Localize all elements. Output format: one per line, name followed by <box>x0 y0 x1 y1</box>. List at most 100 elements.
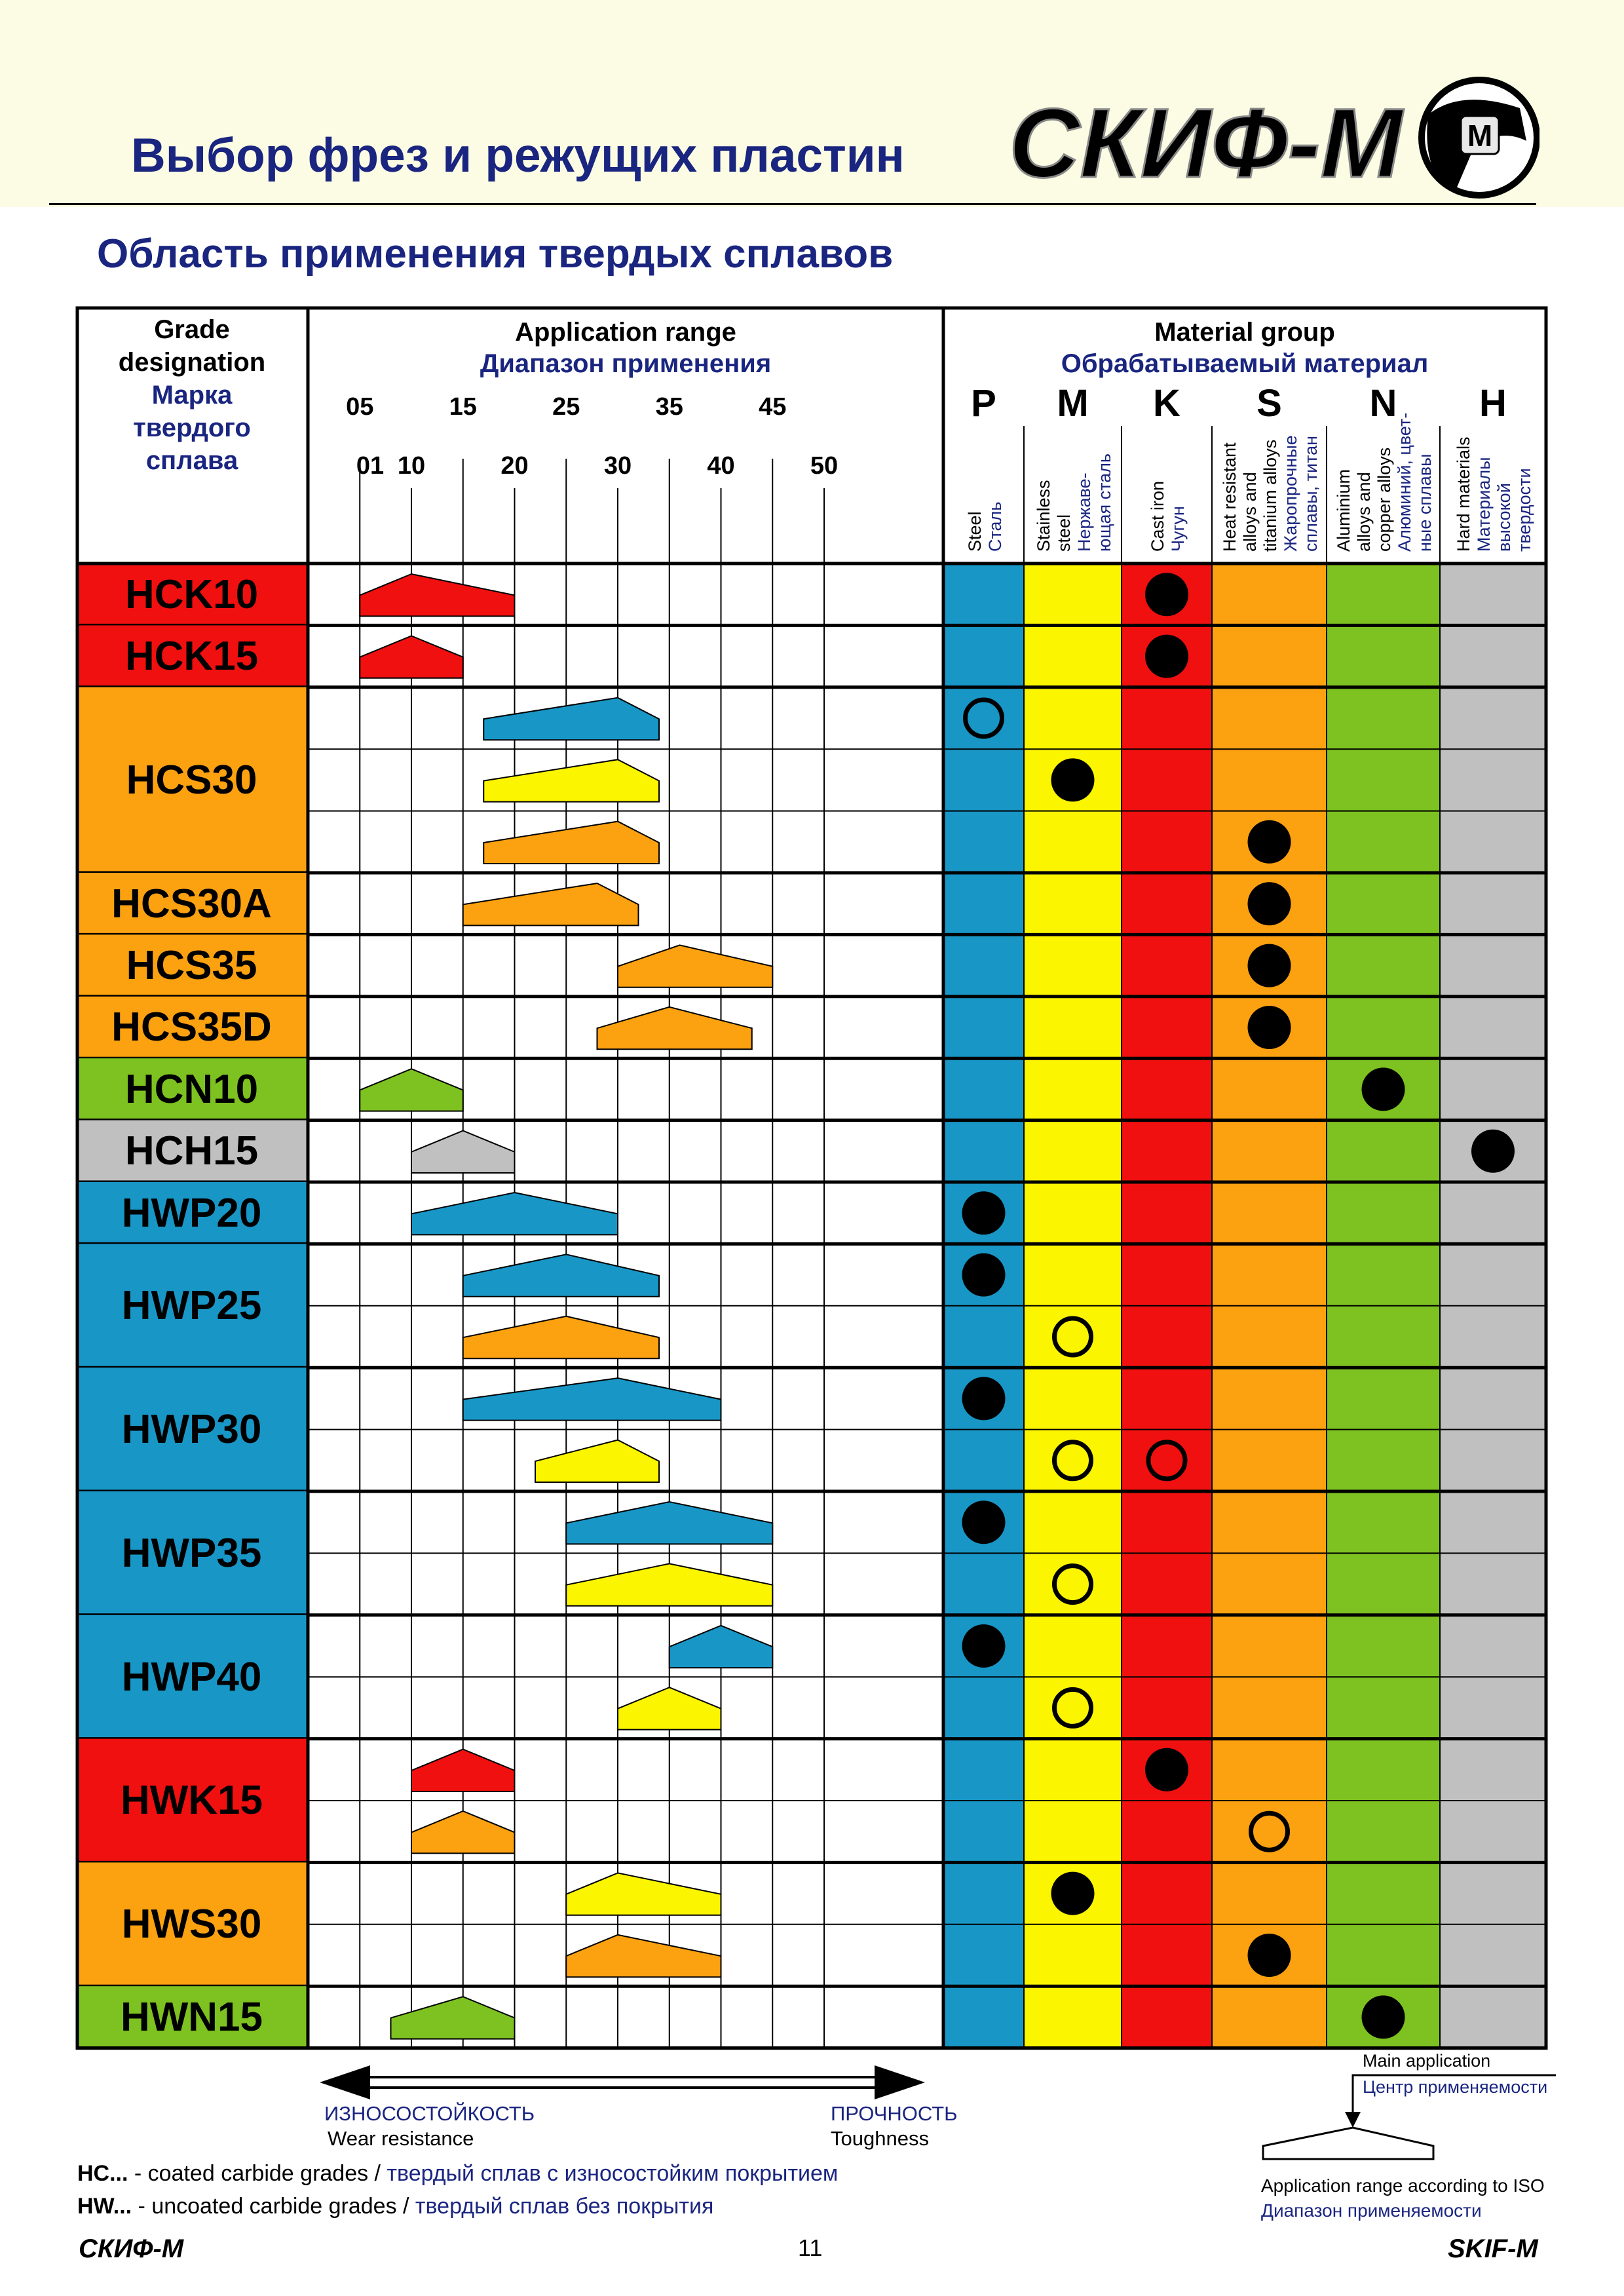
main-application-dot <box>1145 573 1188 617</box>
application-range-bar <box>617 1687 722 1731</box>
hc-en: - coated carbide grades / <box>128 2161 381 2186</box>
grade-label-hck15: HCK15 <box>79 625 305 687</box>
grade-header-ru2: твердого <box>133 413 251 442</box>
material-desc-m: Stainless steel Нержаве-ющая сталь <box>1034 453 1115 552</box>
hw-note: HW... - uncoated carbide grades / тверды… <box>77 2194 713 2219</box>
grade-cell-hcs30a <box>77 873 308 935</box>
iso-tick-top: 05 <box>346 393 374 421</box>
application-range-bar <box>483 820 660 864</box>
app-header-ru: Диапазон применения <box>480 349 772 378</box>
grade-cell-hwk15 <box>77 1738 308 1863</box>
range-iso-ru: Диапазон применяемости <box>1261 2200 1482 2221</box>
application-range-bar <box>390 1996 516 2040</box>
material-desc-line: Steel <box>964 511 985 552</box>
legend-diagram <box>1262 2074 1556 2160</box>
grade-cell-hwp40 <box>77 1615 308 1739</box>
grade-cell-hck10 <box>77 564 308 626</box>
material-desc-line: Aluminium <box>1334 469 1353 552</box>
grade-name: HCS30A <box>111 881 272 927</box>
application-range-bar <box>411 1130 516 1174</box>
material-letter-m: M <box>1057 382 1089 425</box>
grade-label-hcs30: HCS30 <box>79 687 305 873</box>
main-application-dot <box>1247 1006 1291 1049</box>
grade-name: HCK10 <box>124 571 259 617</box>
mat-header-ru: Обрабатываемый материал <box>1061 349 1429 378</box>
grade-label-hch15: HCH15 <box>79 1120 305 1182</box>
wear-resistance-ru: ИЗНОСОСТОЙКОСТЬ <box>324 2102 535 2125</box>
material-desc-p: Steel Сталь <box>965 502 1006 552</box>
main-application-dot <box>1471 1129 1515 1173</box>
table-frame <box>75 306 1548 2050</box>
material-desc-line: Stainless <box>1033 480 1053 552</box>
application-range-bar <box>565 1934 722 1978</box>
application-range-bar <box>483 759 660 803</box>
application-range-bar <box>565 1501 774 1545</box>
material-desc-line: Сталь <box>985 501 1005 552</box>
application-range-bar <box>668 1624 774 1669</box>
main-application-dot <box>1051 1871 1095 1915</box>
material-desc-line: Чугун <box>1168 506 1188 552</box>
grade-name: HCS35D <box>111 1004 272 1050</box>
iso-tick-top: 25 <box>552 393 580 421</box>
grade-name: HCN10 <box>124 1066 259 1112</box>
logo-text: СКИФ-М <box>1009 88 1404 198</box>
iso-tick-bottom: 01 <box>356 452 385 480</box>
grade-label-hwn15: HWN15 <box>79 1986 305 2048</box>
grade-cell-hcs30 <box>77 687 308 873</box>
application-range-bar <box>462 1377 722 1421</box>
material-desc-line: alloys and <box>1354 472 1374 552</box>
application-range-bar <box>359 635 464 679</box>
main-application-dot <box>1361 1995 1405 2039</box>
main-application-en: Main application <box>1363 2051 1491 2071</box>
grade-header-ru1: Марка <box>151 381 233 410</box>
application-range-bar <box>596 1006 753 1050</box>
iso-tick-bottom: 10 <box>397 452 426 480</box>
grade-label-hwp30: HWP30 <box>79 1368 305 1491</box>
grade-name: HWN15 <box>120 1994 263 2040</box>
grade-cell-hwp25 <box>77 1244 308 1368</box>
main-application-dot <box>1145 1748 1188 1791</box>
grade-label-hcs35: HCS35 <box>79 934 305 996</box>
material-desc-line: Hard materials <box>1454 436 1473 552</box>
grade-label-hws30: HWS30 <box>79 1862 305 1986</box>
material-desc-line: Материалы <box>1474 457 1494 552</box>
application-range-bar <box>359 573 516 617</box>
material-group-header: Material group Обрабатываемый материал <box>943 316 1546 379</box>
main-application-dot <box>1247 820 1291 864</box>
grade-label-hcn10: HCN10 <box>79 1058 305 1120</box>
grade-name: HWS30 <box>121 1902 262 1947</box>
hw-ru: твердый сплав без покрытия <box>409 2194 714 2219</box>
main-application-dot <box>1247 882 1291 926</box>
footer-right: SKIF-M <box>1448 2234 1538 2263</box>
grade-name: HCH15 <box>124 1128 259 1174</box>
grade-cell-hwp20 <box>77 1182 308 1244</box>
iso-tick-top: 15 <box>449 393 477 421</box>
iso-tick-bottom: 20 <box>500 452 529 480</box>
grade-cell-hws30 <box>77 1862 308 1987</box>
grade-cell-hwn15 <box>77 1986 308 2048</box>
grade-label-hcs35d: HCS35D <box>79 997 305 1058</box>
material-desc-line: copper alloys <box>1374 447 1394 552</box>
grade-label-hwp25: HWP25 <box>79 1244 305 1368</box>
material-desc-line: Cast iron <box>1148 480 1167 552</box>
grade-name: HWP30 <box>121 1407 262 1453</box>
main-application-dot <box>962 1377 1006 1421</box>
material-desc-line: ющая сталь <box>1094 453 1114 552</box>
grade-label-hcs30a: HCS30A <box>79 873 305 934</box>
material-desc-s: Heat resistant alloys and titanium alloys Ж… <box>1220 435 1321 552</box>
grade-label-hwk15: HWK15 <box>79 1739 305 1863</box>
grade-header-en2: designation <box>118 348 266 377</box>
hw-code: HW... <box>77 2194 132 2219</box>
mat-header-en: Material group <box>1154 318 1335 347</box>
grade-name: HCS35 <box>126 943 257 989</box>
iso-tick-bottom: 50 <box>810 452 839 480</box>
main-application-dot <box>1247 944 1291 987</box>
material-letter-h: H <box>1479 382 1507 425</box>
material-desc-line: titanium alloys <box>1260 439 1280 552</box>
material-desc-line: Алюминий, цвет- <box>1395 412 1414 552</box>
iso-tick-top: 45 <box>759 393 787 421</box>
grade-header-en1: Grade <box>154 315 230 344</box>
logo-emblem: М <box>1418 77 1539 199</box>
grade-cell-hcs35d <box>77 996 308 1059</box>
